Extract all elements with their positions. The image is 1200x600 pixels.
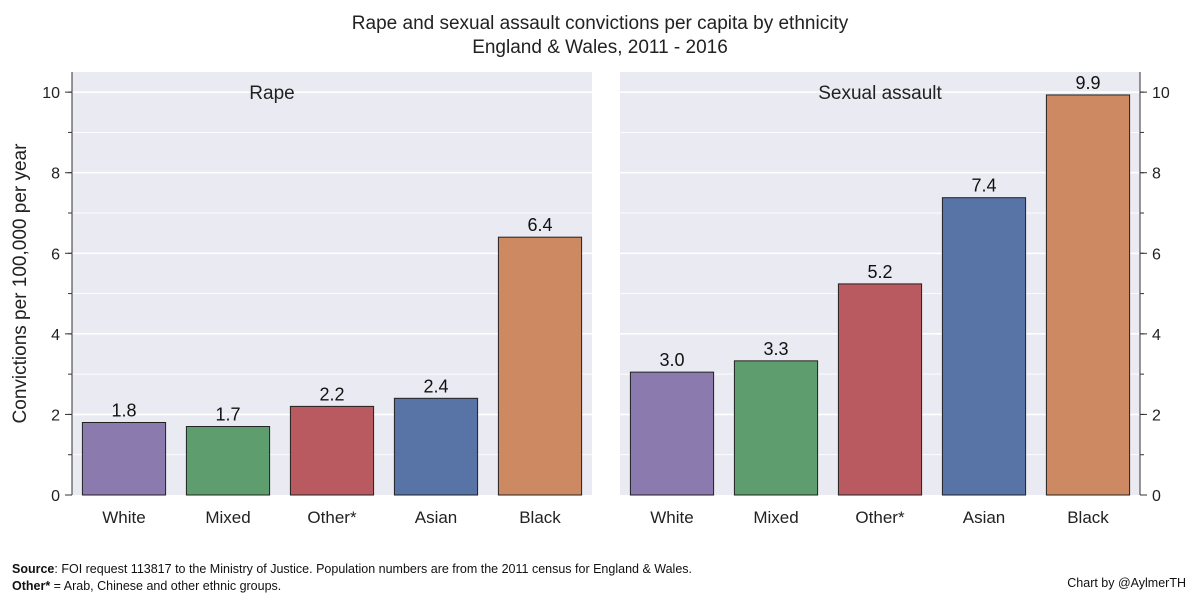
- panel-1-x-tick-label: Mixed: [205, 508, 250, 527]
- panel-2-y-tick-label: 8: [1152, 166, 1161, 183]
- panel-1-bar-black: [497, 236, 583, 496]
- panel-1-bar-other: [289, 405, 375, 496]
- panel-1-y-tick-label: 10: [42, 85, 60, 102]
- panel-1-x-tick-label: White: [102, 508, 145, 527]
- panel-1-data-label: 1.7: [215, 405, 240, 425]
- panel-1-bar-white: [81, 421, 167, 496]
- y-axis-label: Convictions per 100,000 per year: [10, 143, 31, 424]
- chart-title-line1: Rape and sexual assault convictions per …: [351, 13, 849, 34]
- panel-2-bar-white: [629, 371, 715, 496]
- panel-2-x-tick-label: Other*: [855, 508, 905, 527]
- panel-1-y-tick-label: 2: [51, 407, 60, 424]
- panel-1-x-tick-label: Black: [519, 508, 561, 527]
- footer-other-text: = Arab, Chinese and other ethnic groups.: [50, 579, 282, 593]
- panel-2-x-tick-label: Asian: [963, 508, 1006, 527]
- footer-other-label: Other*: [12, 579, 51, 593]
- panel-1-y-tick-label: 4: [51, 327, 60, 344]
- panel-1-data-label: 2.2: [319, 384, 344, 404]
- panel-1-data-label: 6.4: [527, 215, 552, 235]
- panel-2-bar-black: [1045, 94, 1131, 496]
- panel-2-bar-asian: [941, 197, 1027, 496]
- panel-2-y-tick-label: 6: [1152, 246, 1161, 263]
- panel-2-data-label: 5.2: [867, 262, 892, 282]
- chart-credit: Chart by @AylmerTH: [1067, 576, 1186, 590]
- panel-2-data-label: 7.4: [971, 176, 996, 196]
- panel-2-x-tick-label: Mixed: [753, 508, 798, 527]
- panel-1-x-tick-label: Asian: [415, 508, 458, 527]
- panel-1-bar-asian: [393, 397, 479, 496]
- footer-source-label: Source: [12, 562, 55, 576]
- panel-2-y-tick-label: 4: [1152, 327, 1161, 344]
- panel-2-data-label: 3.0: [659, 350, 684, 370]
- footer-source: Source: FOI request 113817 to the Minist…: [12, 562, 692, 576]
- panel-1-y-tick-label: 8: [51, 166, 60, 183]
- footer-other-note: Other* = Arab, Chinese and other ethnic …: [12, 579, 281, 593]
- panel-2-x-tick-label: Black: [1067, 508, 1109, 527]
- panel-2-title: Sexual assault: [818, 83, 942, 104]
- panel-2-x-tick-label: White: [650, 508, 693, 527]
- panel-1-y-tick-label: 0: [51, 488, 60, 505]
- panel-2-y-tick-label: 0: [1152, 488, 1161, 505]
- panel-1-y-tick-label: 6: [51, 246, 60, 263]
- panel-2-y-tick-label: 10: [1152, 85, 1170, 102]
- panel-2-bar-mixed: [733, 360, 819, 496]
- footer-source-text: : FOI request 113817 to the Ministry of …: [54, 562, 692, 576]
- panel-1-data-label: 1.8: [111, 400, 136, 420]
- chart-title: Rape and sexual assault convictions per …: [0, 12, 1200, 60]
- panel-1-bar-mixed: [185, 426, 271, 496]
- panel-2-data-label: 3.3: [763, 339, 788, 359]
- panel-1-x-tick-label: Other*: [307, 508, 357, 527]
- chart-title-line2: England & Wales, 2011 - 2016: [472, 37, 728, 58]
- panel-1-title: Rape: [249, 83, 294, 104]
- panel-1-data-label: 2.4: [423, 376, 448, 396]
- panel-2-data-label: 9.9: [1075, 73, 1100, 93]
- panel-2-y-tick-label: 2: [1152, 407, 1161, 424]
- panel-2-bar-other: [837, 283, 923, 496]
